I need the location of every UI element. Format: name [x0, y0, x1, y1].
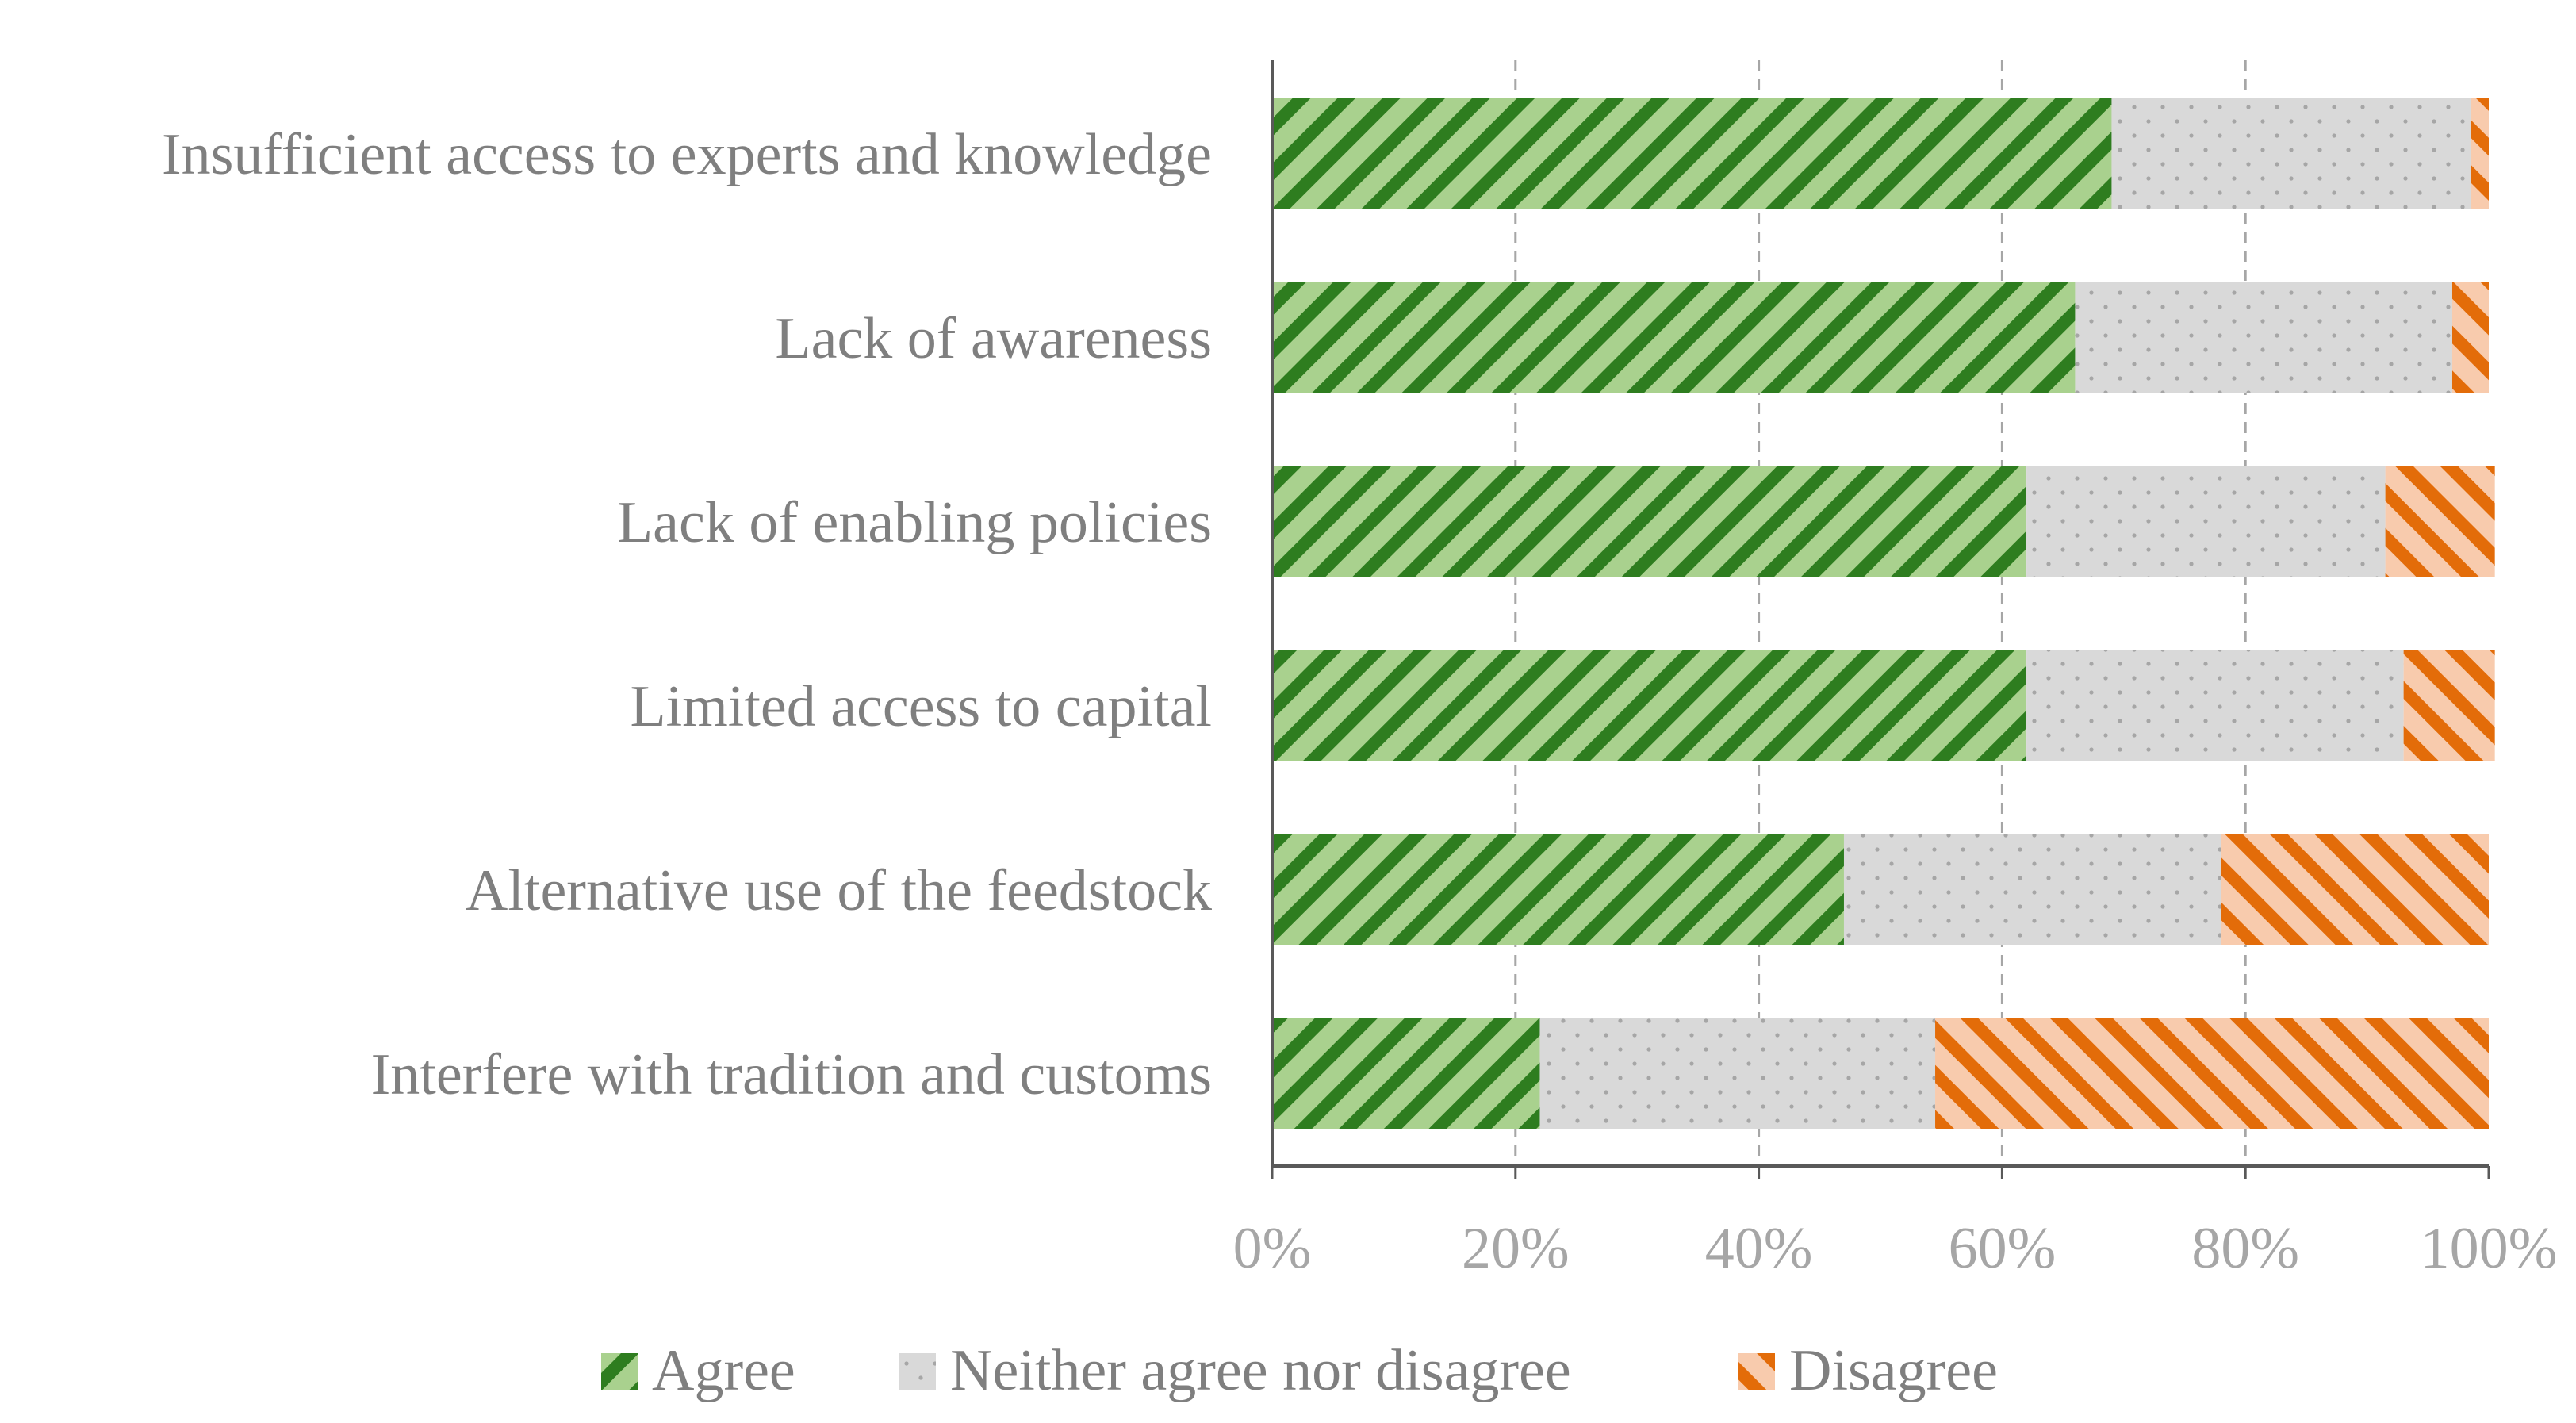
bar-disagree: [2451, 282, 2489, 393]
category-label: Limited access to capital: [630, 674, 1212, 739]
axes: [1271, 60, 2490, 1179]
bar-disagree: [1935, 1018, 2489, 1129]
x-tick-label: 40%: [1705, 1216, 1813, 1281]
bar-neither-agree-nor-disagree: [2026, 650, 2404, 761]
legend-swatch-agree: [601, 1353, 638, 1390]
category-label: Interfere with tradition and customs: [371, 1042, 1212, 1107]
legend-swatch-neither-agree-nor-disagree: [899, 1353, 936, 1390]
bar-disagree: [2385, 466, 2495, 577]
bar-agree: [1272, 650, 2027, 761]
bar-neither-agree-nor-disagree: [2111, 98, 2471, 209]
category-label: Lack of awareness: [775, 306, 1212, 371]
bar-disagree: [2221, 834, 2489, 945]
x-tick-labels: 0% 20% 40% 60% 80% 100%: [1233, 1216, 2558, 1281]
bar-disagree: [2403, 650, 2495, 761]
bar-neither-agree-nor-disagree: [2026, 466, 2386, 577]
bar-disagree: [2470, 98, 2489, 209]
bar-agree: [1272, 834, 1844, 945]
bars: [1272, 98, 2495, 1129]
category-label: Lack of enabling policies: [617, 490, 1212, 555]
x-tick-label: 80%: [2191, 1216, 2299, 1281]
legend: Agree Neither agree nor disagree Disagree: [601, 1338, 1998, 1403]
category-label: Alternative use of the feedstock: [466, 858, 1212, 923]
legend-label-disagree: Disagree: [1789, 1338, 1998, 1403]
bar-agree: [1272, 466, 2027, 577]
bar-neither-agree-nor-disagree: [2075, 282, 2452, 393]
x-tick-label: 20%: [1462, 1216, 1570, 1281]
bar-agree: [1272, 282, 2076, 393]
x-tick-label: 0%: [1233, 1216, 1312, 1281]
x-tick-label: 100%: [2421, 1216, 2558, 1281]
category-label: Insufficient access to experts and knowl…: [162, 122, 1212, 187]
legend-swatch-disagree: [1738, 1353, 1775, 1390]
category-labels: Insufficient access to experts and knowl…: [162, 122, 1212, 1107]
gridlines: [1514, 60, 2247, 1166]
legend-label-agree: Agree: [652, 1338, 795, 1403]
bar-agree: [1272, 98, 2112, 209]
bar-neither-agree-nor-disagree: [1539, 1018, 1936, 1129]
bar-neither-agree-nor-disagree: [1843, 834, 2221, 945]
x-tick-label: 60%: [1949, 1216, 2057, 1281]
bar-agree: [1272, 1018, 1540, 1129]
legend-label-neither-agree-nor-disagree: Neither agree nor disagree: [950, 1338, 1571, 1403]
